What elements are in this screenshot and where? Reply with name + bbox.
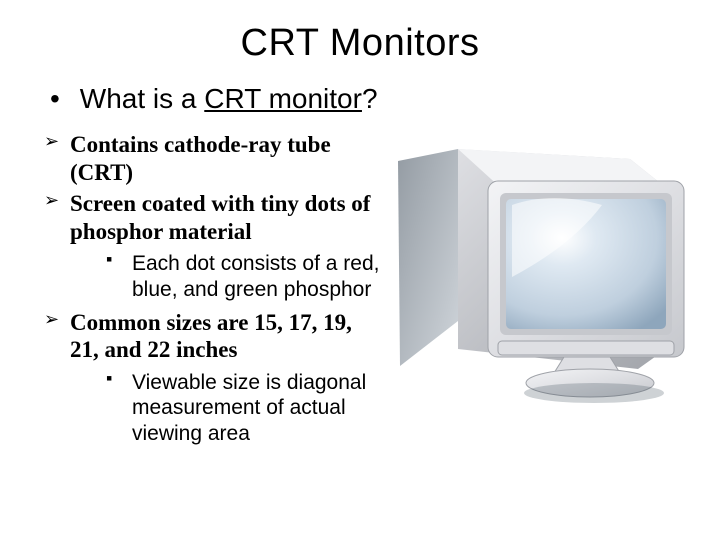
list-item: Common sizes are 15, 17, 19, 21, and 22 … xyxy=(40,309,380,447)
page-title: CRT Monitors xyxy=(0,22,720,65)
square-list: Viewable size is diagonal measurement of… xyxy=(70,370,380,447)
list-item: Contains cathode-ray tube (CRT) xyxy=(40,131,380,186)
subtitle-underlined: CRT monitor xyxy=(204,83,362,114)
list-item: Each dot consists of a red, blue, and gr… xyxy=(104,251,380,302)
list-item-label: Viewable size is diagonal measurement of… xyxy=(132,371,366,445)
list-item-label: Screen coated with tiny dots of phosphor… xyxy=(70,191,370,244)
image-column xyxy=(380,129,720,449)
subtitle: • What is a CRT monitor? xyxy=(50,83,720,115)
subtitle-prefix: What is a xyxy=(80,83,204,114)
crt-monitor-svg xyxy=(388,141,688,411)
list-item-label: Each dot consists of a red, blue, and gr… xyxy=(132,252,379,301)
list-item: Screen coated with tiny dots of phosphor… xyxy=(40,190,380,302)
subtitle-suffix: ? xyxy=(362,83,378,114)
content-row: Contains cathode-ray tube (CRT) Screen c… xyxy=(0,129,720,453)
crt-monitor-illustration xyxy=(388,141,688,411)
subtitle-bullet: • xyxy=(50,83,72,115)
square-list: Each dot consists of a red, blue, and gr… xyxy=(70,251,380,302)
list-item-label: Common sizes are 15, 17, 19, 21, and 22 … xyxy=(70,310,352,363)
list-item-label: Contains cathode-ray tube (CRT) xyxy=(70,132,331,185)
arrow-list: Contains cathode-ray tube (CRT) Screen c… xyxy=(40,131,380,447)
slide: CRT Monitors • What is a CRT monitor? Co… xyxy=(0,22,720,540)
list-item: Viewable size is diagonal measurement of… xyxy=(104,370,380,447)
text-column: Contains cathode-ray tube (CRT) Screen c… xyxy=(0,129,380,453)
